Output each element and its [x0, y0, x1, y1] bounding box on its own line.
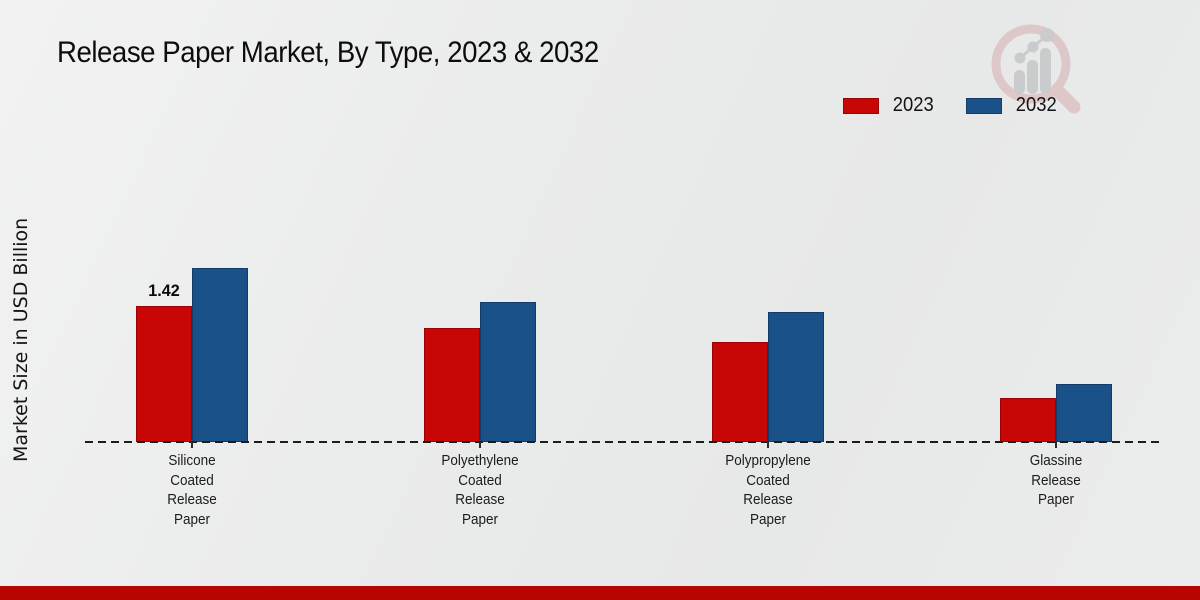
legend-item-2023: 2023 — [843, 94, 936, 117]
legend-item-2032: 2032 — [965, 94, 1059, 117]
bar-2032-2 — [480, 302, 536, 442]
legend-label-2032: 2032 — [1015, 94, 1057, 116]
x-axis-tick — [479, 441, 481, 448]
legend-swatch-2023 — [843, 97, 879, 114]
page-title: Release Paper Market, By Type, 2023 & 20… — [57, 36, 599, 69]
footer-red-band — [0, 586, 1200, 600]
bar-2032-3 — [768, 312, 824, 442]
bar-2032-4 — [1056, 384, 1112, 442]
bar-2023-1 — [136, 306, 192, 442]
bar-2023-3 — [712, 342, 768, 442]
x-axis-tick — [1055, 441, 1057, 448]
bar-group — [424, 302, 536, 442]
bar-group — [712, 312, 824, 442]
category-label: Polyethylene Coated Release Paper — [441, 452, 519, 528]
bar-group — [1000, 384, 1112, 442]
bar-value-label: 1.42 — [148, 281, 180, 300]
category-label: Polypropylene Coated Release Paper — [725, 452, 811, 528]
x-axis-dashed-baseline — [85, 441, 1160, 443]
bar-2032-1 — [192, 268, 248, 442]
bar-2023-4 — [1000, 398, 1056, 442]
magnifier-growth-chart-icon — [991, 24, 1081, 114]
x-axis-tick — [767, 441, 769, 448]
legend-swatch-2032 — [965, 97, 1002, 114]
bar-group — [136, 268, 248, 442]
x-axis-tick — [191, 441, 193, 448]
category-label: Glassine Release Paper — [1029, 452, 1083, 508]
category-label: Silicone Coated Release Paper — [167, 452, 217, 528]
bar-2023-2 — [424, 328, 480, 442]
legend: 2023 2032 — [843, 94, 1058, 117]
legend-label-2023: 2023 — [892, 94, 934, 116]
